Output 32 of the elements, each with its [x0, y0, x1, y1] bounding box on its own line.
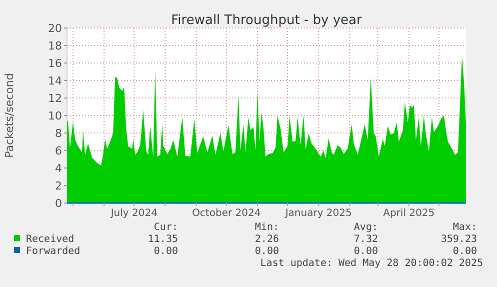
y-tick-label: 0 — [55, 197, 62, 210]
legend-label: Forwarded — [26, 246, 80, 257]
x-tick-label: October 2024 — [192, 208, 261, 219]
x-tick-label: July 2024 — [110, 208, 158, 219]
text: Cur: — [154, 222, 178, 233]
y-tick-label: 8 — [55, 127, 62, 140]
x-tick-label: January 2025 — [284, 208, 352, 219]
text: 7.32 — [354, 234, 378, 245]
text: 2.26 — [254, 234, 279, 245]
y-tick-label: 20 — [48, 22, 62, 35]
y-axis-title: Packets/second — [3, 73, 16, 158]
text: 0.00 — [154, 246, 178, 257]
text: 0.00 — [452, 246, 477, 257]
legend-label: Received — [26, 234, 74, 245]
text: Last update: Wed May 28 20:00:02 2025 — [260, 258, 483, 269]
x-tick-label: April 2025 — [383, 208, 435, 219]
text: Max: — [452, 222, 477, 233]
y-tick-label: 10 — [48, 110, 62, 122]
text: 0.00 — [354, 246, 378, 257]
y-tick-label: 12 — [48, 92, 62, 105]
y-tick-label: 2 — [55, 180, 62, 192]
text: 11.35 — [148, 234, 178, 245]
text: Avg: — [354, 222, 378, 233]
y-tick-label: 14 — [48, 74, 62, 88]
chart-title: Firewall Throughput - by year — [171, 13, 363, 28]
text: 0.00 — [254, 246, 279, 257]
y-tick-label: 18 — [48, 40, 62, 52]
y-tick-label: 4 — [55, 162, 62, 175]
y-tick-label: 16 — [48, 57, 62, 70]
text: 359.23 — [440, 234, 477, 245]
y-tick-label: 6 — [55, 144, 62, 158]
text: Min: — [254, 222, 279, 233]
